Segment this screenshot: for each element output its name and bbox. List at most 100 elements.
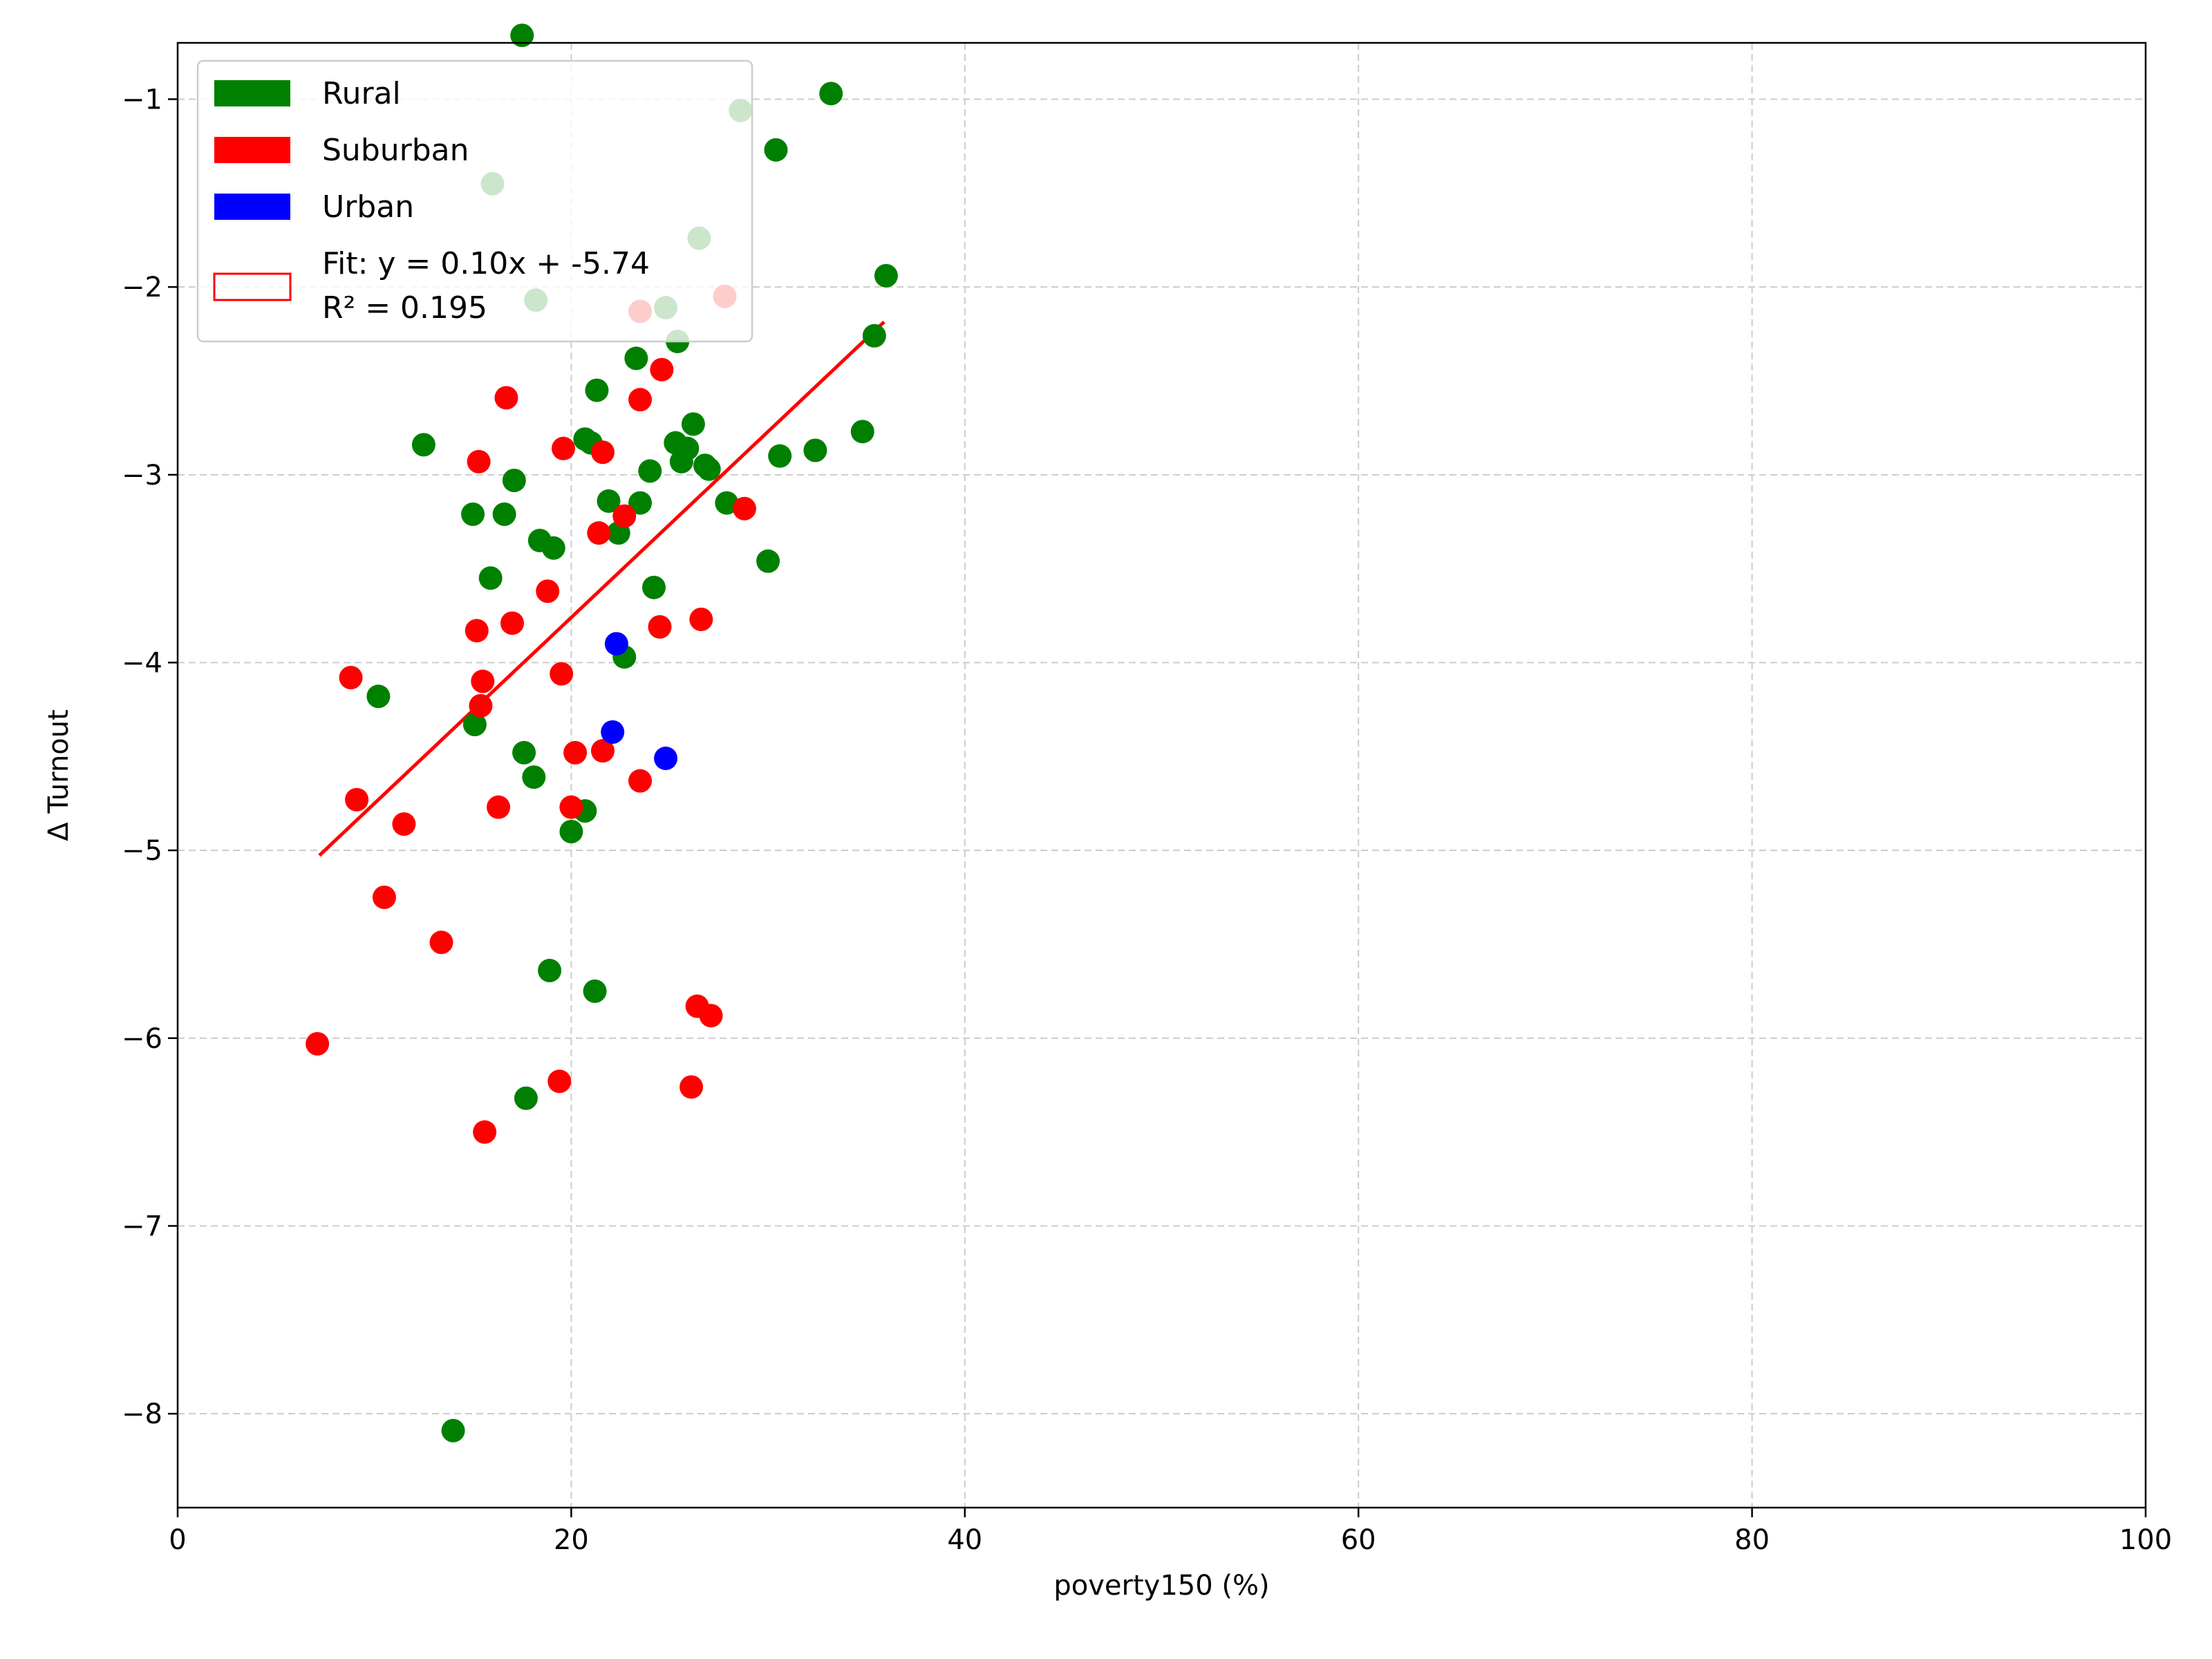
point-suburban xyxy=(469,693,493,718)
point-suburban xyxy=(563,740,588,765)
point-urban xyxy=(601,720,625,744)
x-tick-label: 80 xyxy=(1734,1524,1770,1556)
x-axis-ticks: 0 20 40 60 80 100 xyxy=(169,1508,2172,1556)
point-rural xyxy=(492,502,516,526)
point-rural xyxy=(850,420,874,444)
point-urban xyxy=(604,632,628,656)
point-rural xyxy=(669,449,693,474)
point-rural xyxy=(597,489,621,513)
y-tick-label: −5 xyxy=(122,835,162,867)
y-tick-label: −7 xyxy=(122,1211,162,1243)
point-suburban xyxy=(612,504,637,528)
point-rural xyxy=(624,346,648,371)
legend-swatch-urban xyxy=(214,194,290,220)
point-suburban xyxy=(590,739,615,763)
point-rural xyxy=(366,684,391,709)
point-rural xyxy=(638,459,662,483)
point-rural xyxy=(874,263,898,288)
x-tick-label: 100 xyxy=(2119,1524,2172,1556)
grid xyxy=(177,43,2146,1508)
x-tick-label: 60 xyxy=(1341,1524,1376,1556)
point-rural xyxy=(862,324,886,348)
point-rural xyxy=(514,1086,538,1110)
point-suburban xyxy=(465,619,489,643)
point-suburban xyxy=(473,1120,497,1144)
point-suburban xyxy=(429,930,453,955)
legend-swatch-rural xyxy=(214,80,290,106)
point-suburban xyxy=(732,496,756,521)
point-rural xyxy=(502,468,526,492)
legend-label-fit-equation: Fit: y = 0.10x + -5.74 xyxy=(322,246,650,281)
x-tick-label: 20 xyxy=(554,1524,589,1556)
point-rural xyxy=(559,820,583,843)
legend-label-urban: Urban xyxy=(322,189,414,225)
data-points xyxy=(306,24,898,1443)
point-rural xyxy=(819,82,843,106)
point-rural xyxy=(764,138,788,162)
point-rural xyxy=(411,433,435,457)
legend-swatch-fit xyxy=(213,272,292,301)
point-suburban xyxy=(494,386,518,410)
y-tick-label: −6 xyxy=(122,1023,162,1055)
x-tick-label: 40 xyxy=(947,1524,982,1556)
point-suburban xyxy=(550,662,574,686)
point-rural xyxy=(803,438,827,462)
fit-line xyxy=(318,320,885,857)
point-suburban xyxy=(487,795,511,819)
x-tick-label: 0 xyxy=(169,1524,186,1556)
point-suburban xyxy=(536,579,560,603)
y-tick-label: −1 xyxy=(122,84,162,116)
point-urban xyxy=(654,747,678,771)
point-suburban xyxy=(306,1031,330,1056)
point-rural xyxy=(628,491,653,515)
point-suburban xyxy=(500,611,524,635)
y-tick-label: −8 xyxy=(122,1398,162,1430)
point-rural xyxy=(510,24,534,48)
point-suburban xyxy=(679,1075,704,1099)
point-suburban xyxy=(345,787,369,812)
y-axis-label: Δ Turnout xyxy=(43,709,75,841)
y-tick-label: −4 xyxy=(122,648,162,679)
point-suburban xyxy=(467,449,491,474)
point-rural xyxy=(461,502,485,526)
point-suburban xyxy=(590,440,615,465)
point-rural xyxy=(478,566,503,590)
point-suburban xyxy=(392,812,416,836)
point-suburban xyxy=(650,357,674,382)
legend-label-suburban: Suburban xyxy=(322,133,469,168)
point-suburban xyxy=(552,436,576,460)
y-axis-ticks: −8 −7 −6 −5 −4 −3 −2 −1 xyxy=(122,84,178,1430)
point-suburban xyxy=(648,615,672,639)
point-suburban xyxy=(471,669,495,693)
point-suburban xyxy=(587,521,611,545)
point-rural xyxy=(756,549,780,573)
point-suburban xyxy=(689,608,713,632)
point-rural xyxy=(583,979,607,1003)
point-suburban xyxy=(699,1004,723,1028)
point-rural xyxy=(522,765,546,789)
point-rural xyxy=(512,740,536,765)
point-suburban xyxy=(628,769,653,793)
point-rural xyxy=(641,575,666,599)
legend-swatch-suburban xyxy=(214,137,290,163)
point-rural xyxy=(541,536,565,560)
point-rural xyxy=(697,457,721,481)
point-rural xyxy=(538,959,562,983)
fit-layer xyxy=(318,320,885,857)
y-tick-label: −2 xyxy=(122,272,162,303)
point-suburban xyxy=(339,666,363,690)
point-suburban xyxy=(628,388,653,412)
legend-box xyxy=(196,59,753,343)
point-rural xyxy=(585,378,609,402)
point-rural xyxy=(681,412,705,436)
legend-label-fit-r2: R² = 0.195 xyxy=(322,290,487,326)
legend-label-rural: Rural xyxy=(322,76,401,111)
point-suburban xyxy=(547,1069,572,1094)
point-rural xyxy=(462,713,487,737)
plot-frame xyxy=(176,41,2147,1509)
point-rural xyxy=(768,444,792,468)
point-rural xyxy=(441,1418,465,1443)
legend: Rural Suburban Urban Fit: y = 0.10x + -5… xyxy=(196,59,753,343)
x-axis-label: poverty150 (%) xyxy=(1053,1570,1269,1602)
